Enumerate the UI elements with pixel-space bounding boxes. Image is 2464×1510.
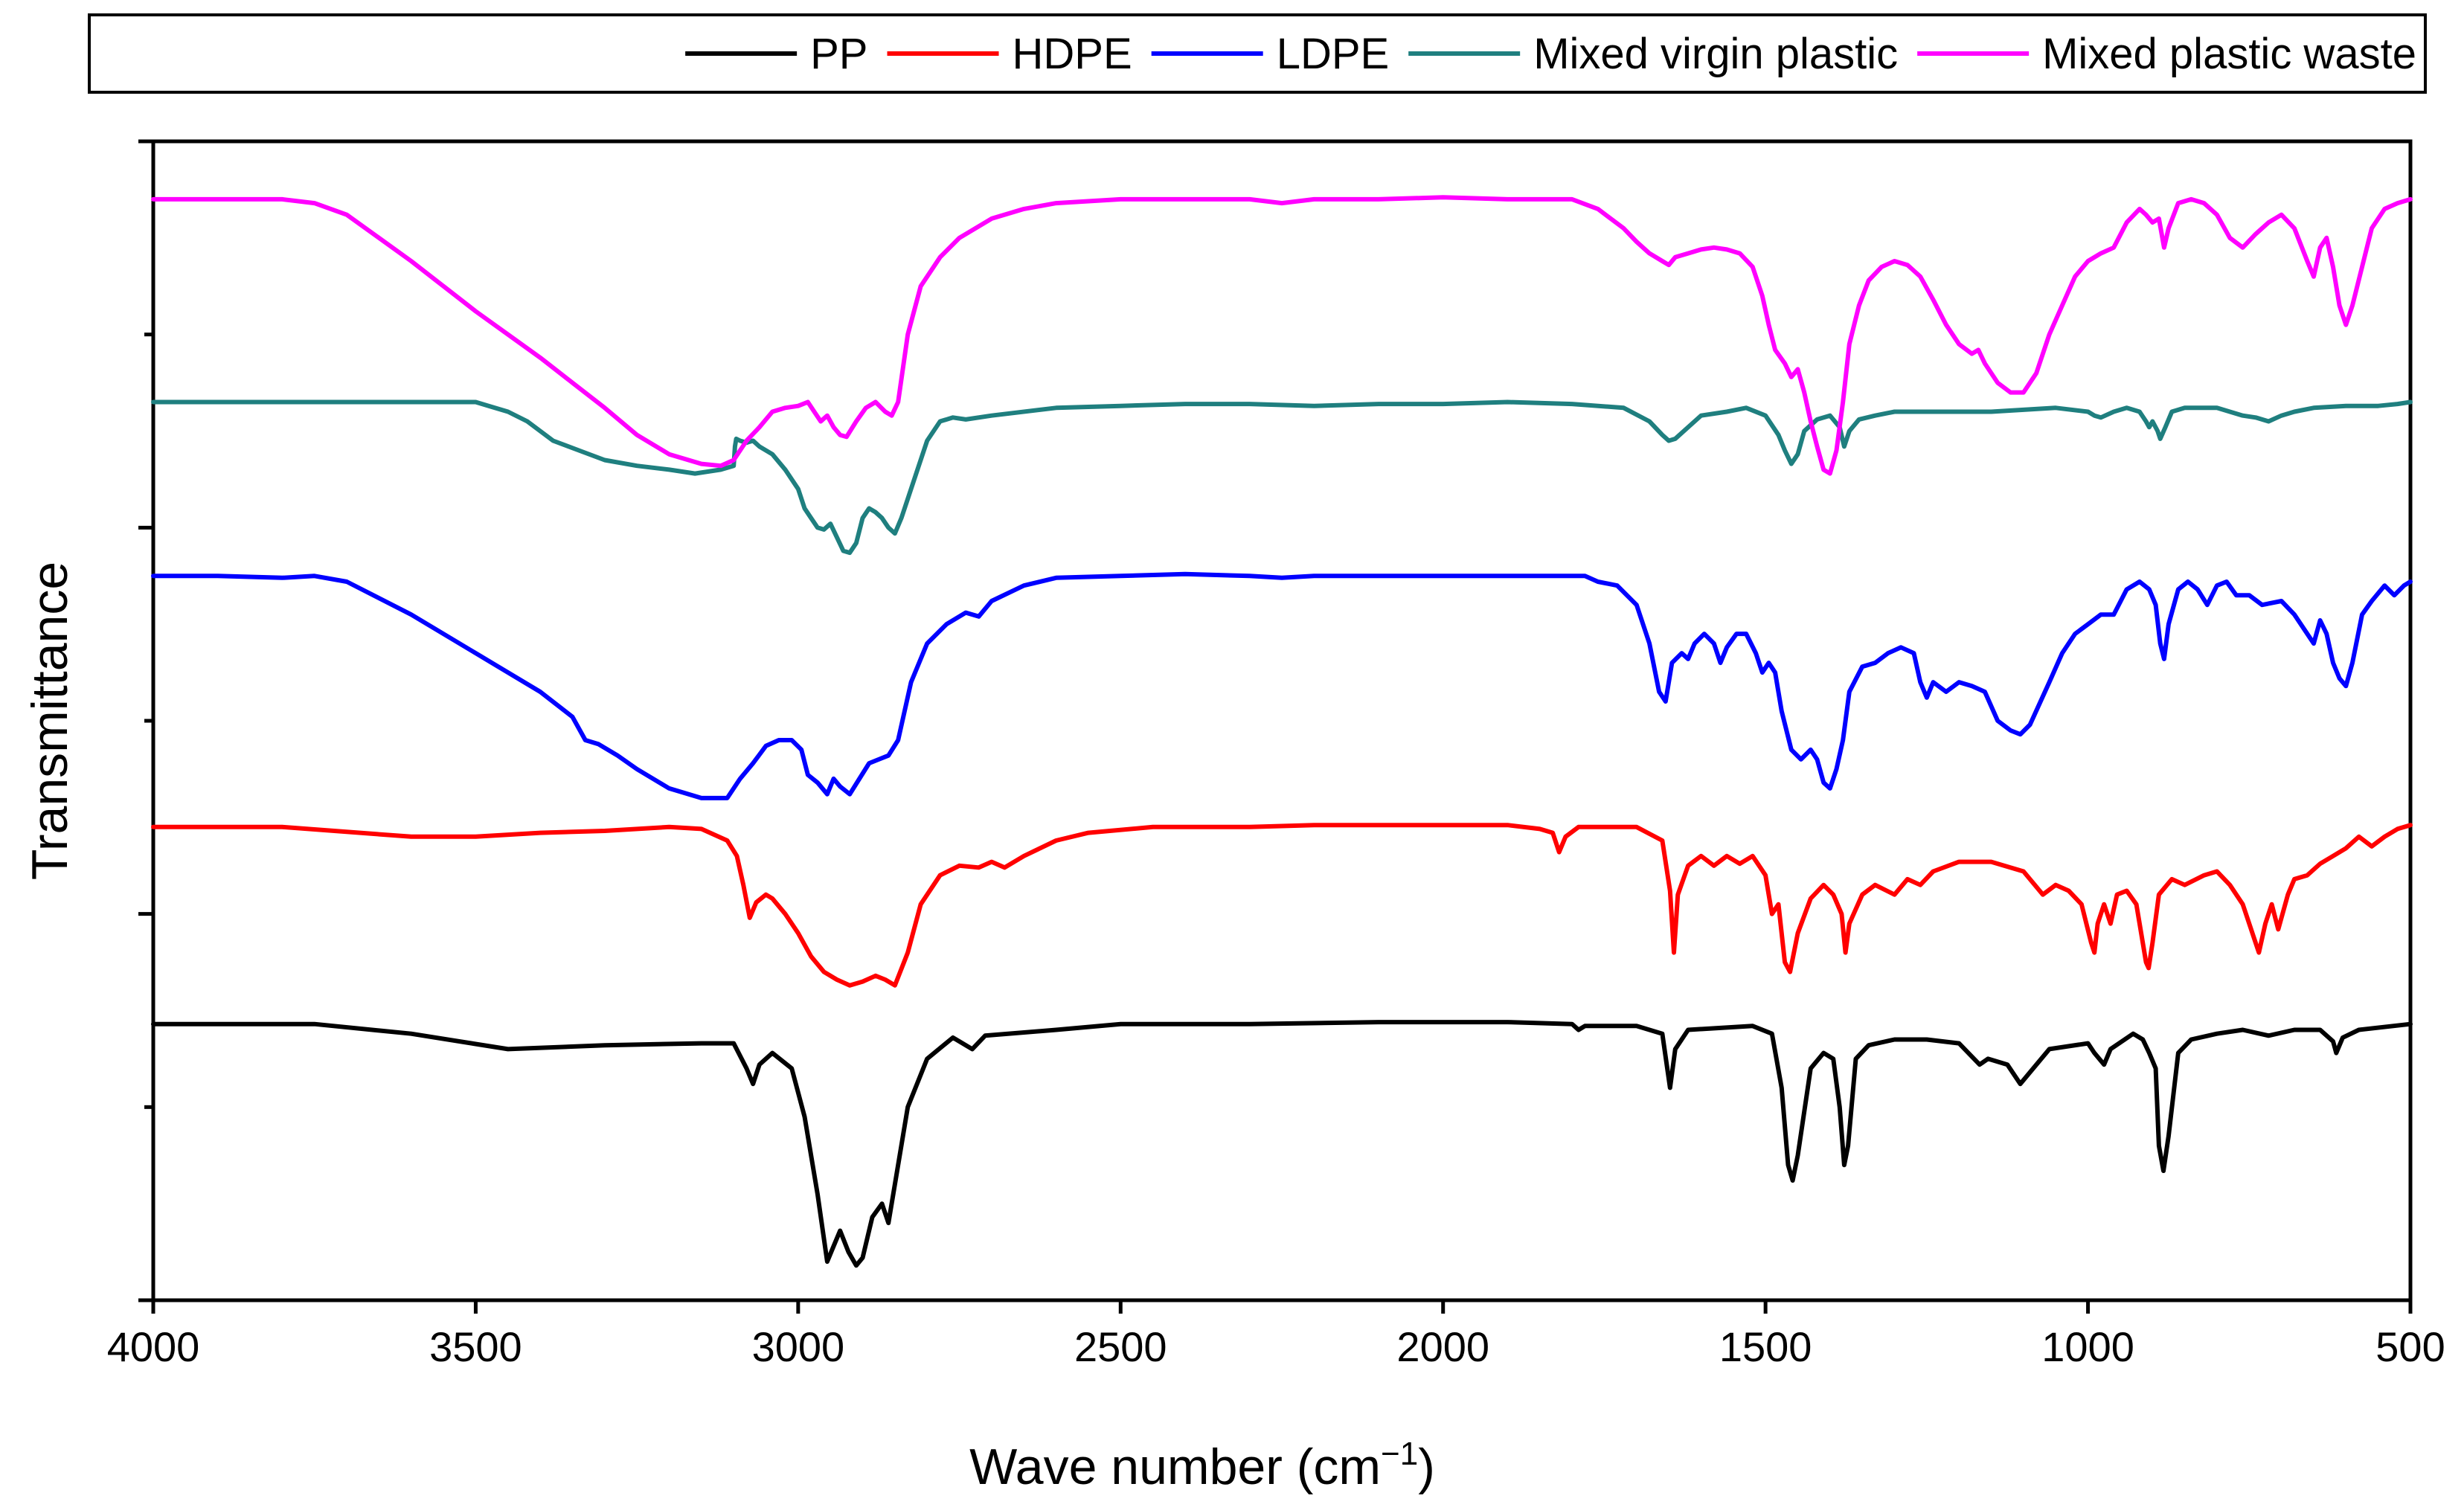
legend-label: Mixed plastic waste xyxy=(2042,30,2416,78)
x-tick-label: 3000 xyxy=(752,1323,845,1370)
series-lines xyxy=(151,195,2413,1268)
x-tick-label: 1000 xyxy=(2041,1323,2134,1370)
x-tick-label: 1500 xyxy=(1719,1323,1812,1370)
legend-label: Mixed virgin plastic xyxy=(1533,30,1898,78)
legend-label: HDPE xyxy=(1013,30,1132,78)
plot-area xyxy=(151,139,2413,1302)
series-line-mixed-virgin-plastic xyxy=(151,399,2413,556)
x-axis-title-superscript: −1 xyxy=(1381,1436,1418,1472)
x-axis-title-text: Wave number (cm xyxy=(969,1439,1381,1495)
series-line-ldpe xyxy=(151,571,2413,800)
x-axis-title: Wave number (cm−1) xyxy=(969,1436,1435,1495)
series-line-pp xyxy=(151,1020,2413,1268)
x-axis-title-close: ) xyxy=(1418,1439,1435,1495)
x-tick-label: 2000 xyxy=(1396,1323,1489,1370)
x-tick-label: 3500 xyxy=(429,1323,522,1370)
y-axis-title: Transmittance xyxy=(22,562,78,880)
x-tick-label: 2500 xyxy=(1074,1323,1167,1370)
legend-label: LDPE xyxy=(1277,30,1390,78)
series-line-hdpe xyxy=(151,823,2413,988)
series-line-mixed-plastic-waste xyxy=(151,195,2413,476)
legend: PP HDPE LDPE Mixed virgin plastic Mixed plas… xyxy=(88,13,2427,94)
x-tick-label: 4000 xyxy=(107,1323,200,1370)
y-axis-ticks xyxy=(138,139,153,1302)
legend-label: PP xyxy=(810,30,867,78)
x-tick-label: 500 xyxy=(2375,1323,2445,1370)
x-axis-ticks: 4000 3500 3000 2500 2000 1500 1000 500 xyxy=(107,1300,2445,1370)
